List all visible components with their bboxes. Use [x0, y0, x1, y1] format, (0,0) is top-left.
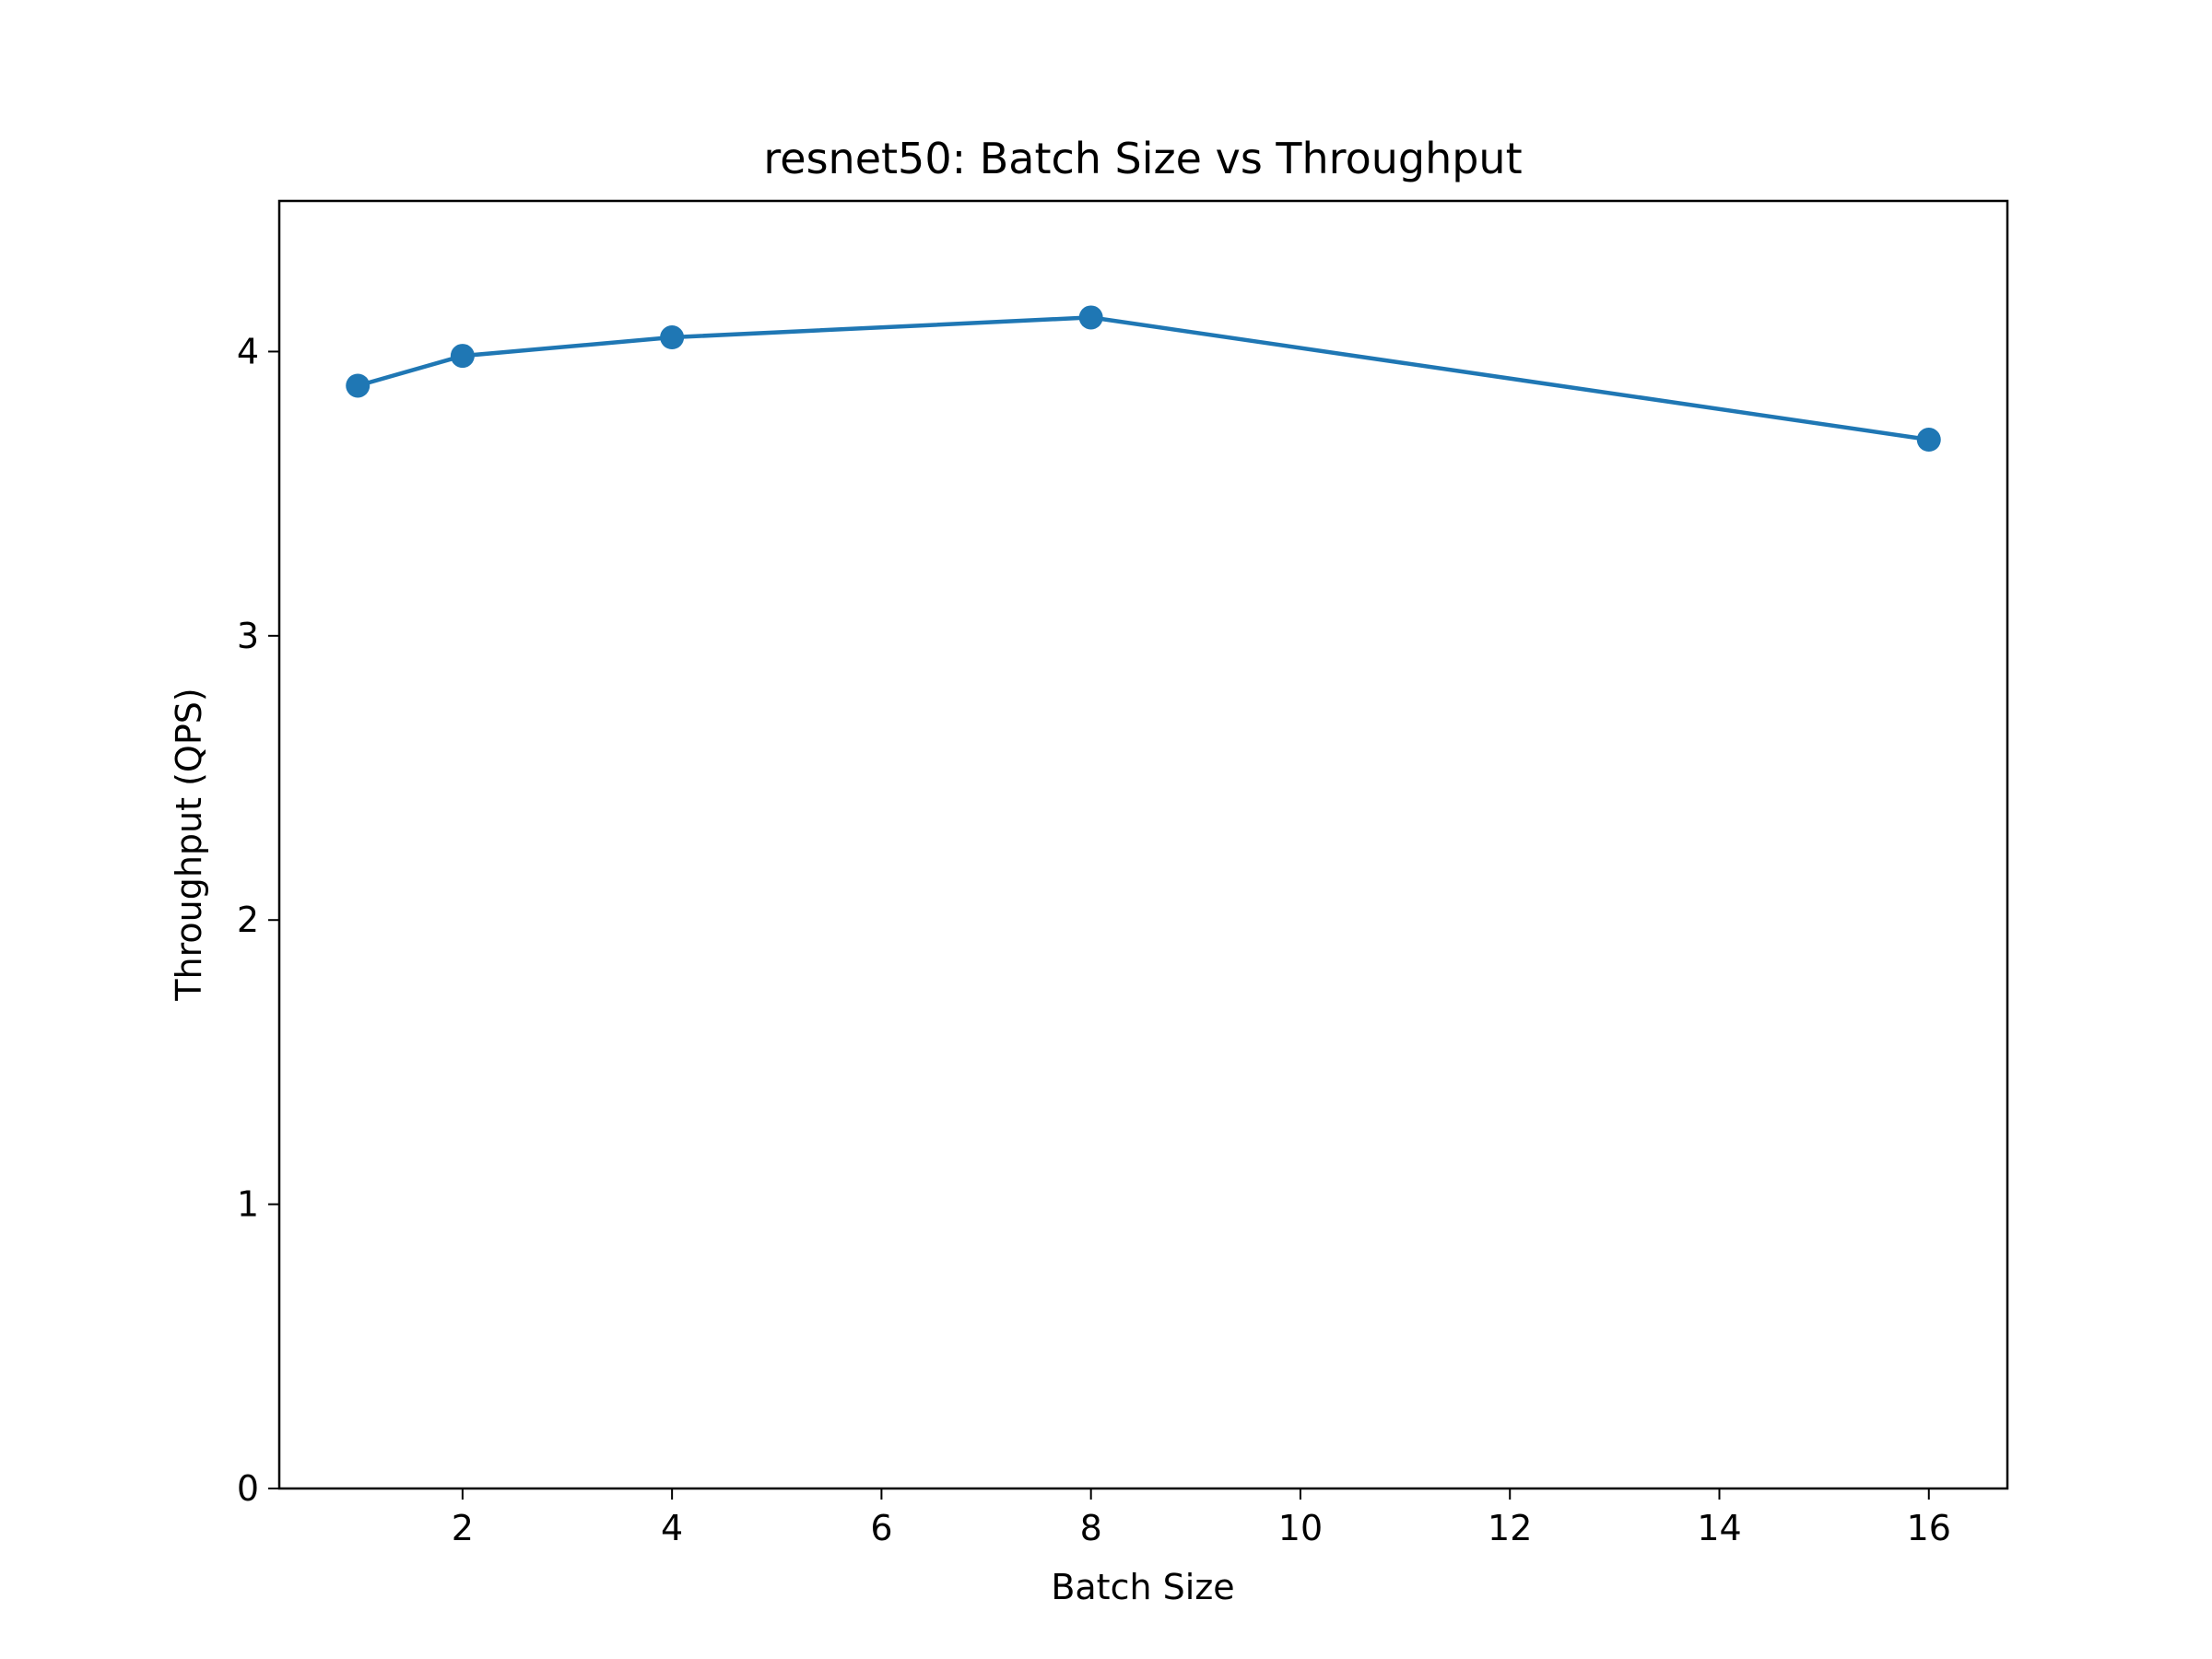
y-tick-label: 2: [237, 900, 259, 940]
plot-area-frame: [277, 199, 2009, 1490]
y-axis-label: Throughput (QPS): [169, 688, 209, 1001]
y-tick-label: 0: [237, 1468, 259, 1509]
x-tick-label: 6: [870, 1508, 892, 1548]
chart-title: resnet50: Batch Size vs Throughput: [763, 134, 1522, 183]
x-tick-label: 14: [1697, 1508, 1741, 1548]
x-tick-label: 16: [1907, 1508, 1951, 1548]
data-point-marker: [450, 344, 475, 369]
y-tick-label: 1: [237, 1184, 259, 1225]
x-tick-label: 2: [452, 1508, 474, 1548]
data-point-marker: [660, 325, 685, 350]
x-axis-ticks: 2 4 6 8 10 12 14 16: [452, 1488, 1951, 1548]
x-tick-label: 4: [661, 1508, 683, 1548]
series-layer: [346, 305, 1941, 453]
x-axis-label: Batch Size: [1051, 1567, 1234, 1607]
x-tick-label: 12: [1488, 1508, 1532, 1548]
x-tick-label: 10: [1278, 1508, 1323, 1548]
x-tick-label: 8: [1080, 1508, 1102, 1548]
y-tick-label: 3: [237, 616, 259, 656]
data-point-marker: [346, 373, 371, 398]
y-tick-label: 4: [237, 331, 259, 371]
data-point-marker: [1916, 428, 1941, 453]
y-axis-ticks: 0 1 2 3 4: [237, 331, 279, 1509]
data-point-marker: [1078, 305, 1103, 330]
